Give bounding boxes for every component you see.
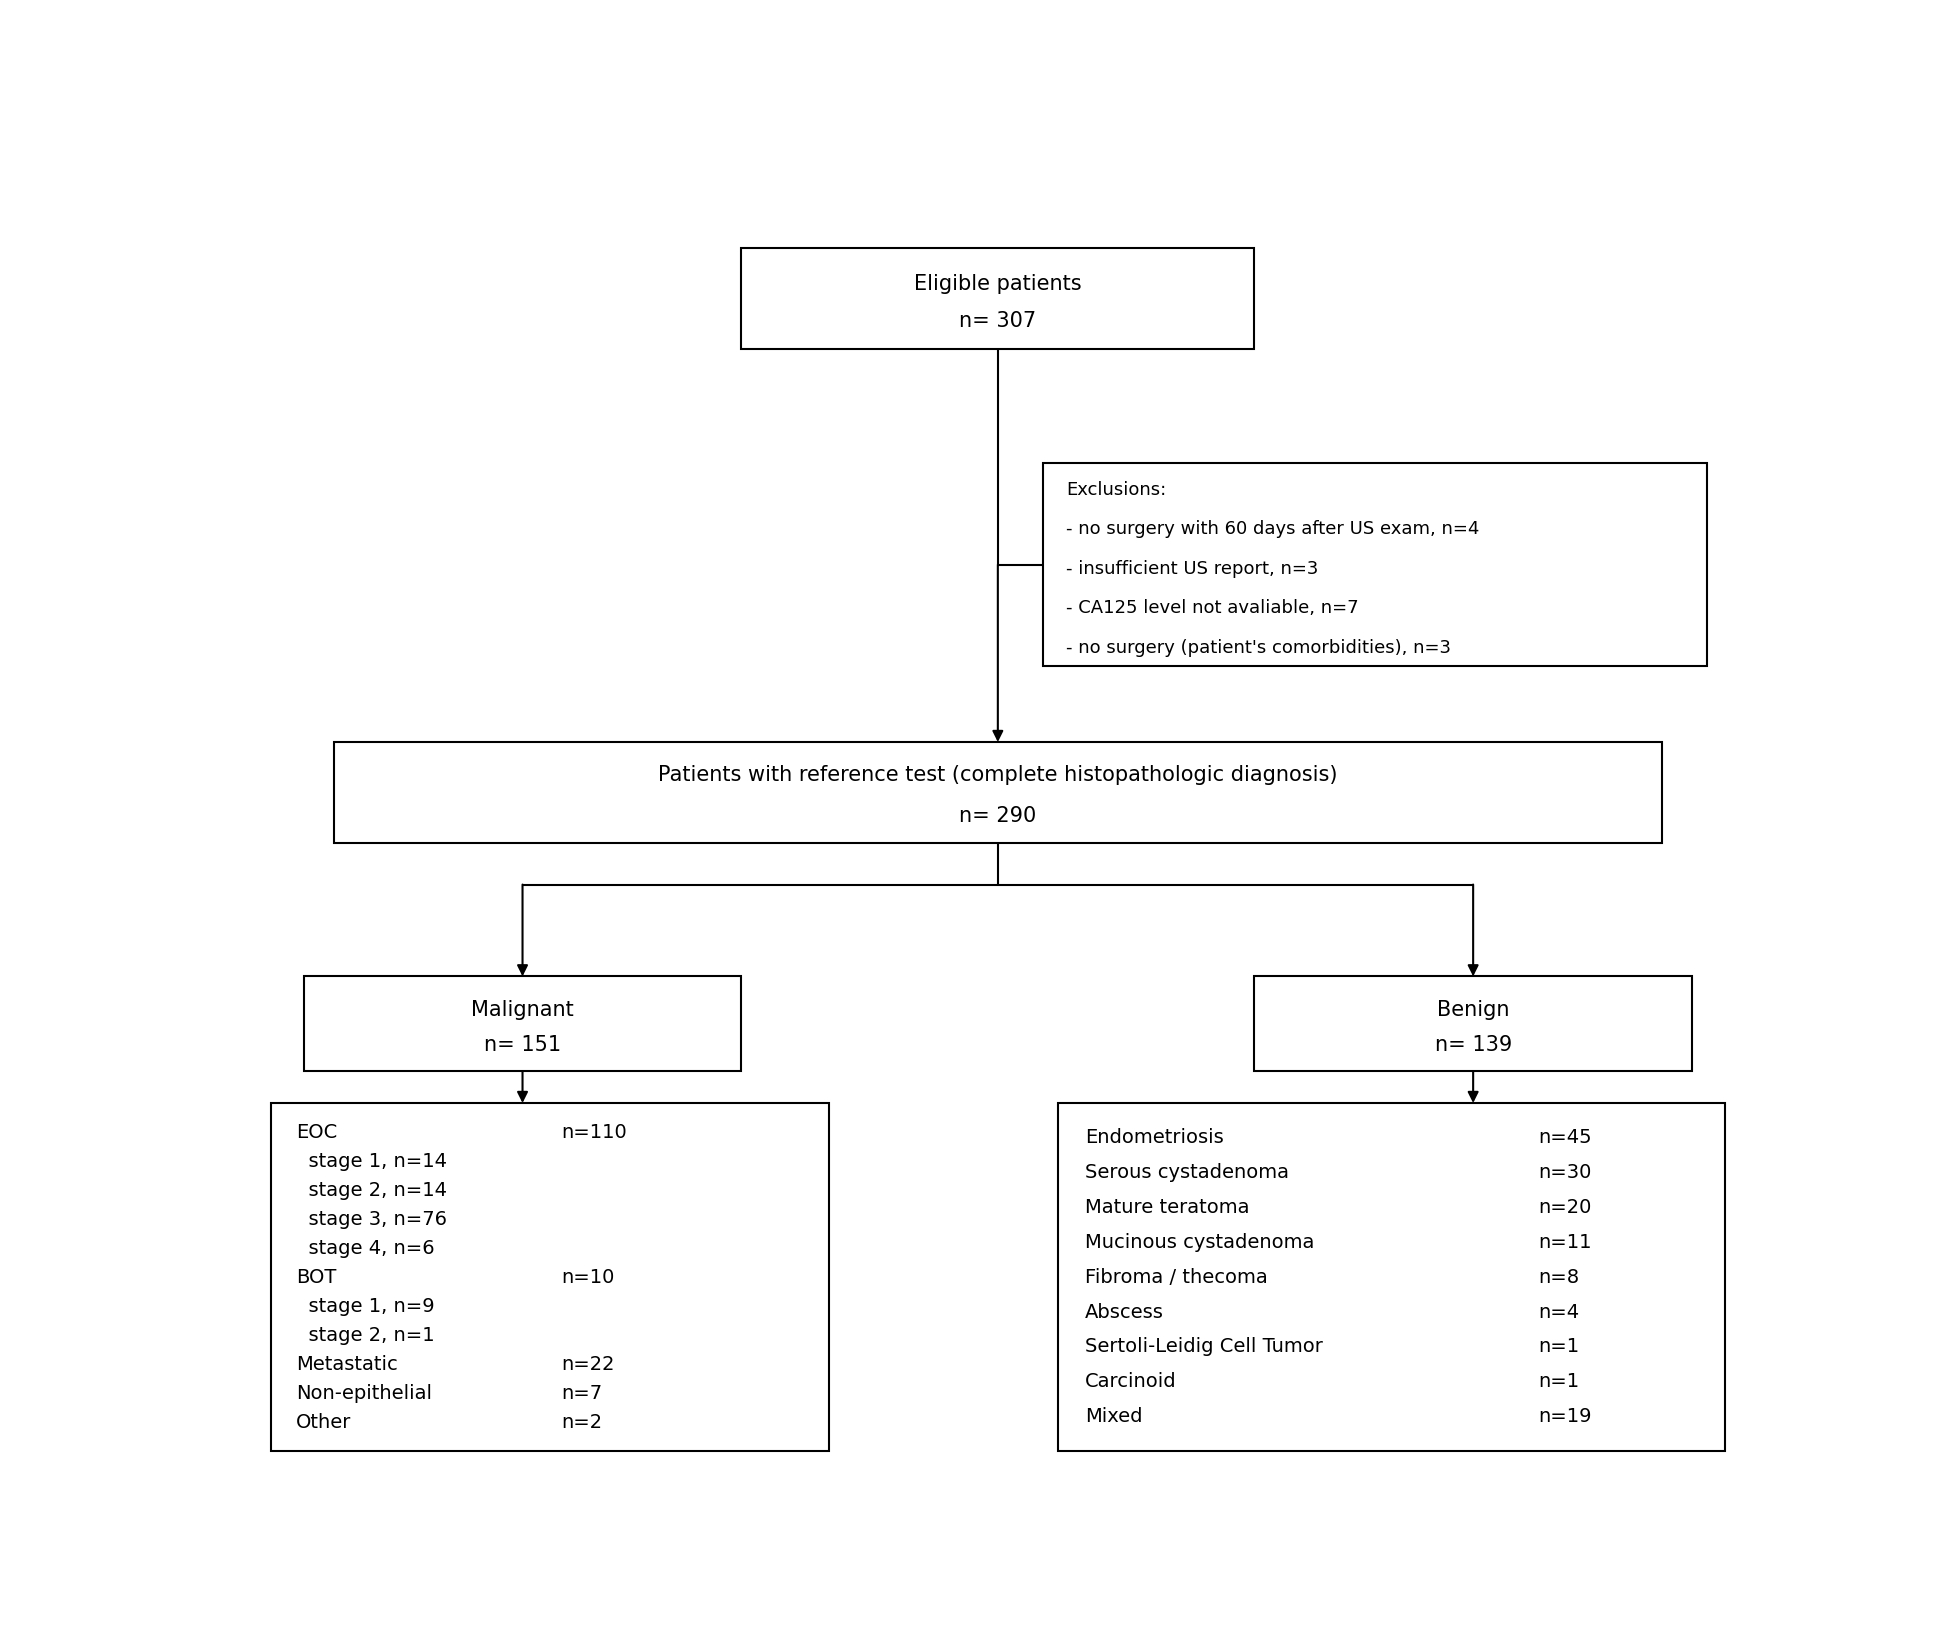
Text: n= 139: n= 139	[1435, 1035, 1511, 1054]
Text: Mixed: Mixed	[1084, 1406, 1143, 1426]
Text: Eligible patients: Eligible patients	[913, 273, 1083, 293]
Text: Serous cystadenoma: Serous cystadenoma	[1084, 1163, 1289, 1183]
Text: n=110: n=110	[561, 1122, 627, 1142]
Text: Sertoli-Leidig Cell Tumor: Sertoli-Leidig Cell Tumor	[1084, 1337, 1322, 1357]
Text: - no surgery (patient's comorbidities), n=3: - no surgery (patient's comorbidities), …	[1067, 638, 1451, 656]
Text: Mature teratoma: Mature teratoma	[1084, 1198, 1250, 1217]
Text: n=20: n=20	[1538, 1198, 1593, 1217]
Text: Endometriosis: Endometriosis	[1084, 1128, 1223, 1148]
Text: n=10: n=10	[561, 1268, 613, 1286]
Text: Malignant: Malignant	[471, 1000, 574, 1020]
Text: stage 3, n=76: stage 3, n=76	[296, 1209, 446, 1229]
Bar	[335, 742, 1661, 844]
Text: stage 1, n=14: stage 1, n=14	[296, 1152, 446, 1171]
Text: BOT: BOT	[296, 1268, 337, 1286]
Text: n=1: n=1	[1538, 1372, 1579, 1392]
Text: n= 307: n= 307	[960, 311, 1036, 331]
Text: EOC: EOC	[296, 1122, 337, 1142]
Text: n=7: n=7	[561, 1383, 602, 1403]
Text: Exclusions:: Exclusions:	[1067, 480, 1166, 498]
Text: Abscess: Abscess	[1084, 1303, 1164, 1321]
Bar	[742, 248, 1254, 349]
Text: - no surgery with 60 days after US exam, n=4: - no surgery with 60 days after US exam,…	[1067, 520, 1480, 538]
Text: Metastatic: Metastatic	[296, 1355, 397, 1374]
Text: Benign: Benign	[1437, 1000, 1509, 1020]
Text: n=1: n=1	[1538, 1337, 1579, 1357]
Text: n=19: n=19	[1538, 1406, 1593, 1426]
Text: Carcinoid: Carcinoid	[1084, 1372, 1176, 1392]
Text: Mucinous cystadenoma: Mucinous cystadenoma	[1084, 1232, 1314, 1252]
Text: - insufficient US report, n=3: - insufficient US report, n=3	[1067, 559, 1318, 577]
Text: n=8: n=8	[1538, 1268, 1579, 1286]
Text: n=45: n=45	[1538, 1128, 1593, 1148]
Text: n= 290: n= 290	[960, 806, 1036, 826]
Bar	[1044, 464, 1708, 666]
Text: - CA125 level not avaliable, n=7: - CA125 level not avaliable, n=7	[1067, 599, 1359, 617]
Text: n=22: n=22	[561, 1355, 615, 1374]
Bar	[271, 1104, 829, 1451]
Bar	[304, 977, 742, 1071]
Text: stage 2, n=1: stage 2, n=1	[296, 1326, 434, 1344]
Text: stage 1, n=9: stage 1, n=9	[296, 1296, 434, 1316]
Bar	[1254, 977, 1692, 1071]
Text: n=11: n=11	[1538, 1232, 1593, 1252]
Text: Fibroma / thecoma: Fibroma / thecoma	[1084, 1268, 1267, 1286]
Text: stage 2, n=14: stage 2, n=14	[296, 1181, 446, 1199]
Text: n= 151: n= 151	[485, 1035, 561, 1054]
Text: stage 4, n=6: stage 4, n=6	[296, 1239, 434, 1258]
Text: Non-epithelial: Non-epithelial	[296, 1383, 432, 1403]
Text: Patients with reference test (complete histopathologic diagnosis): Patients with reference test (complete h…	[658, 765, 1338, 786]
Text: n=30: n=30	[1538, 1163, 1593, 1183]
Text: n=4: n=4	[1538, 1303, 1579, 1321]
Text: Other: Other	[296, 1413, 350, 1431]
Bar	[1059, 1104, 1725, 1451]
Text: n=2: n=2	[561, 1413, 602, 1431]
